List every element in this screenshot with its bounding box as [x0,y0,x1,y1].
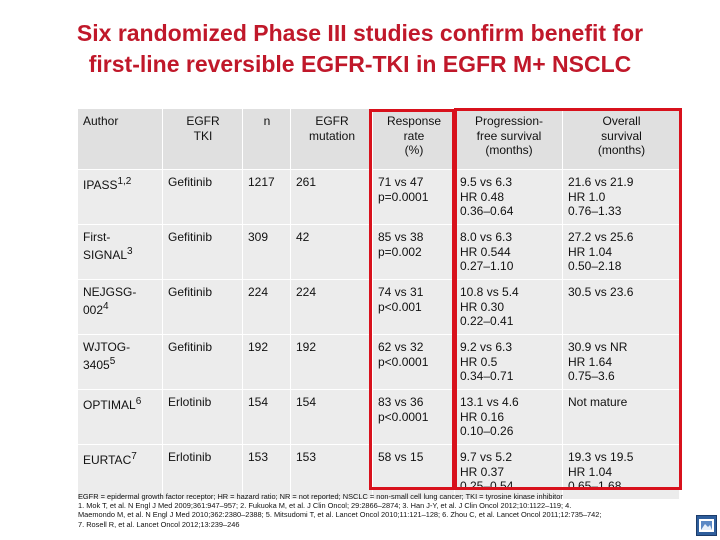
cell-os: 30.5 vs 23.6 [562,279,680,335]
footnote-reference-line: Maemondo M, et al. N Engl J Med 2010;362… [78,510,602,520]
cell-tki: Gefitinib [162,334,243,390]
cell-pfs: 10.8 vs 5.4 HR 0.30 0.22–0.41 [454,279,563,335]
header-egfr-mutation: EGFR mutation [290,108,373,170]
cell-os: 19.3 vs 19.5 HR 1.04 0.65–1.68 [562,444,680,500]
cell-os: Not mature [562,389,680,445]
cell-response: 62 vs 32 p<0.0001 [372,334,455,390]
header-egfr-tki: EGFR TKI [162,108,243,170]
cell-response: 85 vs 38 p=0.002 [372,224,455,280]
cell-author: First- SIGNAL3 [77,224,163,280]
cell-n: 1217 [242,169,291,225]
slide-title-line-2: first-line reversible EGFR-TKI in EGFR M… [88,51,632,77]
results-table: Author EGFR TKI n EGFR mutation Response… [77,108,680,500]
cell-os: 21.6 vs 21.9 HR 1.0 0.76–1.33 [562,169,680,225]
footnote-abbreviations: EGFR = epidermal growth factor receptor;… [78,492,563,501]
cell-author: NEJGSG- 0024 [77,279,163,335]
cell-pfs: 9.7 vs 5.2 HR 0.37 0.25–0.54 [454,444,563,500]
cell-author: WJTOG- 34055 [77,334,163,390]
header-response-rate: Response rate (%) [372,108,455,170]
cell-response: 74 vs 31 p<0.001 [372,279,455,335]
footnote-reference-line: 7. Rosell R, et al. Lancet Oncol 2012;13… [78,519,240,529]
cell-n: 192 [242,334,291,390]
table-row: NEJGSG- 0024 Gefitinib 224 224 74 vs 31 … [77,279,680,335]
cell-n: 309 [242,224,291,280]
cell-author: OPTIMAL6 [77,389,163,445]
cell-tki: Gefitinib [162,224,243,280]
cell-os: 27.2 vs 25.6 HR 1.04 0.50–2.18 [562,224,680,280]
cell-tki: Gefitinib [162,169,243,225]
cell-mutation: 224 [290,279,373,335]
header-n: n [242,108,291,170]
table-row: WJTOG- 34055 Gefitinib 192 192 62 vs 32 … [77,334,680,390]
cell-response: 83 vs 36 p<0.0001 [372,389,455,445]
cell-mutation: 154 [290,389,373,445]
cell-response: 58 vs 15 [372,444,455,500]
cell-mutation: 192 [290,334,373,390]
cell-tki: Gefitinib [162,279,243,335]
footnote-reference-line: 1. Mok T, et al. N Engl J Med 2009;361:9… [78,501,572,511]
cell-os: 30.9 vs NR HR 1.64 0.75–3.6 [562,334,680,390]
slide-title: Six randomized Phase III studies confirm… [0,18,720,80]
cell-pfs: 9.2 vs 6.3 HR 0.5 0.34–0.71 [454,334,563,390]
cell-pfs: 8.0 vs 6.3 HR 0.544 0.27–1.10 [454,224,563,280]
table-header-row: Author EGFR TKI n EGFR mutation Response… [77,108,680,170]
cell-mutation: 42 [290,224,373,280]
cell-n: 154 [242,389,291,445]
header-author: Author [77,108,163,170]
cell-tki: Erlotinib [162,389,243,445]
cell-pfs: 13.1 vs 4.6 HR 0.16 0.10–0.26 [454,389,563,445]
cell-pfs: 9.5 vs 6.3 HR 0.48 0.36–0.64 [454,169,563,225]
table-row: EURTAC7 Erlotinib 153 153 58 vs 15 9.7 v… [77,444,680,500]
table-row: First- SIGNAL3 Gefitinib 309 42 85 vs 38… [77,224,680,280]
cell-tki: Erlotinib [162,444,243,500]
header-overall-survival: Overall survival (months) [562,108,680,170]
slide-thumbnail-icon [696,515,717,536]
cell-response: 71 vs 47 p=0.0001 [372,169,455,225]
table-row: OPTIMAL6 Erlotinib 154 154 83 vs 36 p<0.… [77,389,680,445]
cell-author: IPASS1,2 [77,169,163,225]
cell-author: EURTAC7 [77,444,163,500]
cell-n: 224 [242,279,291,335]
table-row: IPASS1,2 Gefitinib 1217 261 71 vs 47 p=0… [77,169,680,225]
slide-title-line-1: Six randomized Phase III studies confirm… [76,20,644,46]
header-progression-free-survival: Progression- free survival (months) [454,108,563,170]
cell-mutation: 153 [290,444,373,500]
cell-mutation: 261 [290,169,373,225]
footnote: EGFR = epidermal growth factor receptor;… [78,492,708,529]
